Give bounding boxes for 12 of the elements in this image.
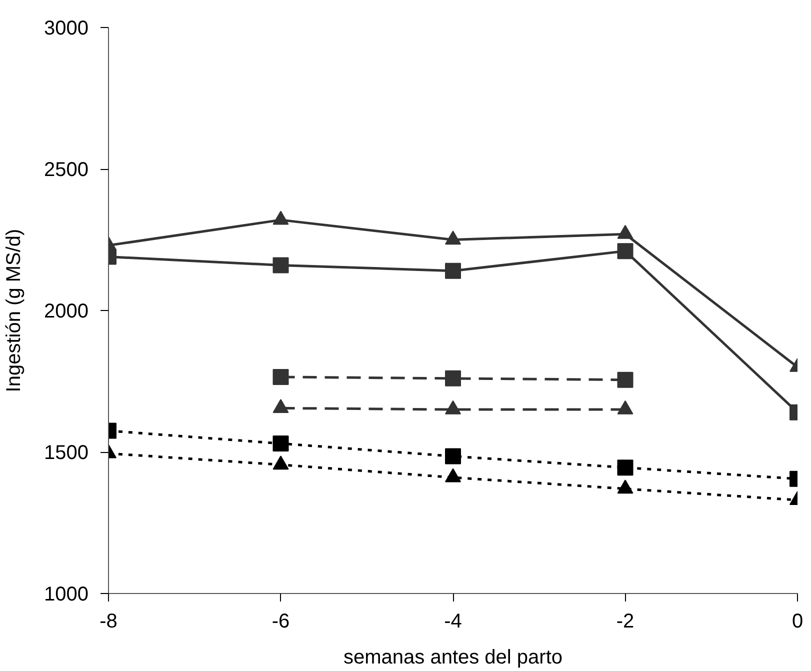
y-tick-label: 1500 xyxy=(44,442,89,464)
y-tick-label: 2000 xyxy=(44,300,89,322)
x-tick-label: 0 xyxy=(792,610,804,632)
y-axis-title: Ingestión (g MS/d) xyxy=(3,228,26,392)
y-tick-label: 2500 xyxy=(44,159,89,181)
x-tick-label: -8 xyxy=(100,610,118,632)
x-tick-label: -2 xyxy=(616,610,634,632)
y-tick-label: 3000 xyxy=(44,18,89,40)
y-tick-label: 1000 xyxy=(44,584,89,606)
x-tick-label: -6 xyxy=(272,610,290,632)
x-tick-label: -4 xyxy=(444,610,462,632)
x-axis-title: semanas antes del parto xyxy=(343,646,563,668)
